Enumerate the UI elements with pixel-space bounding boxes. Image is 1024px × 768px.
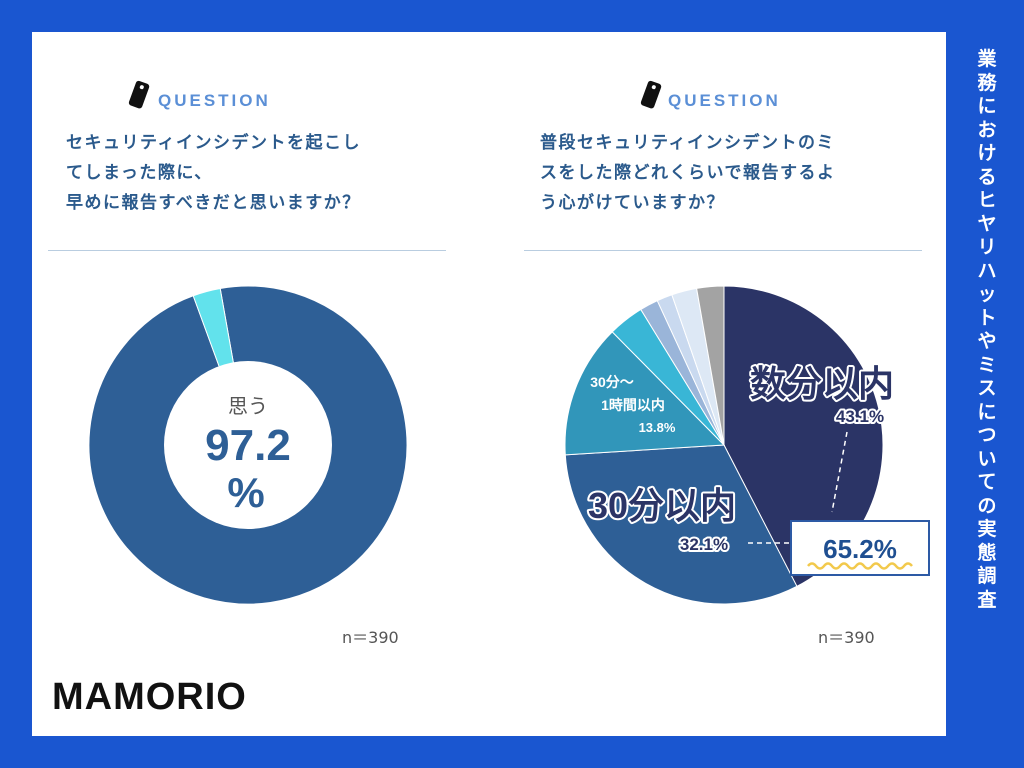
slice-value-label: 13.8% xyxy=(639,420,676,435)
mamorio-logo: MAMORIO xyxy=(52,676,247,718)
vertical-title-char: ッ xyxy=(977,283,997,305)
tag-icon xyxy=(640,80,662,109)
slice-label: 1時間以内 xyxy=(601,397,665,413)
question-label-right: QUESTION xyxy=(668,91,781,110)
vertical-title-char: ヤ xyxy=(977,212,997,235)
vertical-title-char: る xyxy=(977,165,997,188)
vertical-title-char: ヒ xyxy=(977,189,997,211)
vertical-title-char: ス xyxy=(977,377,997,399)
question-line: てしまった際に、 xyxy=(66,163,213,183)
center-label: 思う xyxy=(228,396,268,418)
connector-line xyxy=(831,431,848,513)
vertical-title-char: 査 xyxy=(977,588,997,611)
question-line: う心がけていますか？ xyxy=(540,193,725,213)
vertical-title-char: 態 xyxy=(977,541,997,564)
vertical-title-char: つ xyxy=(977,424,997,446)
question-line: 普段セキュリティインシデントのミ xyxy=(540,133,835,153)
vertical-title-char: ト xyxy=(977,306,997,329)
question-text-left: セキュリティインシデントを起こし てしまった際に、 早めに報告すべきだと思います… xyxy=(66,128,446,218)
vertical-title-char: 業 xyxy=(977,48,997,70)
combined-percentage-box xyxy=(790,520,930,576)
vertical-title-char: 務 xyxy=(977,71,997,94)
slice-value-label: 32.1% xyxy=(680,535,728,554)
vertical-title-char: 調 xyxy=(977,565,997,587)
slice-label: 30分以内 xyxy=(588,485,736,526)
vertical-title-char: に xyxy=(977,400,997,423)
donut-hole xyxy=(164,361,332,529)
pie-slice xyxy=(564,444,798,605)
vertical-title-char: け xyxy=(977,142,997,164)
divider-right xyxy=(524,250,922,251)
slice-value-label: 43.1% xyxy=(836,407,884,426)
pie-slice xyxy=(696,285,725,446)
divider-left xyxy=(48,250,446,251)
question-line: 早めに報告すべきだと思いますか？ xyxy=(66,193,361,213)
sample-size-right: n＝390 xyxy=(818,628,875,647)
vertical-title-char: い xyxy=(977,447,997,470)
vertical-title: 業務におけるヒヤリハットやミスについての実態調査 xyxy=(962,48,1012,612)
vertical-title-char: て xyxy=(977,471,997,493)
sample-size-left: n＝390 xyxy=(342,628,399,647)
question-label-left: QUESTION xyxy=(158,91,271,110)
center-unit: % xyxy=(227,469,264,516)
vertical-title-char: や xyxy=(977,330,997,352)
center-value: 97.2 xyxy=(205,421,291,470)
vertical-title-char: の xyxy=(977,494,997,517)
vertical-title-char: リ xyxy=(977,236,997,258)
question-line: スをした際どれくらいで報告するよ xyxy=(540,163,836,183)
question-line: セキュリティインシデントを起こし xyxy=(66,133,361,153)
slice-label: 数分以内 xyxy=(750,363,894,404)
vertical-title-char: ミ xyxy=(977,353,997,376)
question-text-right: 普段セキュリティインシデントのミ スをした際どれくらいで報告するよ う心がけてい… xyxy=(540,128,920,218)
vertical-title-char: に xyxy=(977,95,997,117)
pie-slice xyxy=(564,331,726,456)
vertical-title-char: ハ xyxy=(977,259,997,282)
tag-icon xyxy=(128,80,150,109)
vertical-title-char: 実 xyxy=(977,518,997,540)
vertical-title-char: お xyxy=(977,118,997,141)
slice-label: 30分〜 xyxy=(590,374,634,390)
